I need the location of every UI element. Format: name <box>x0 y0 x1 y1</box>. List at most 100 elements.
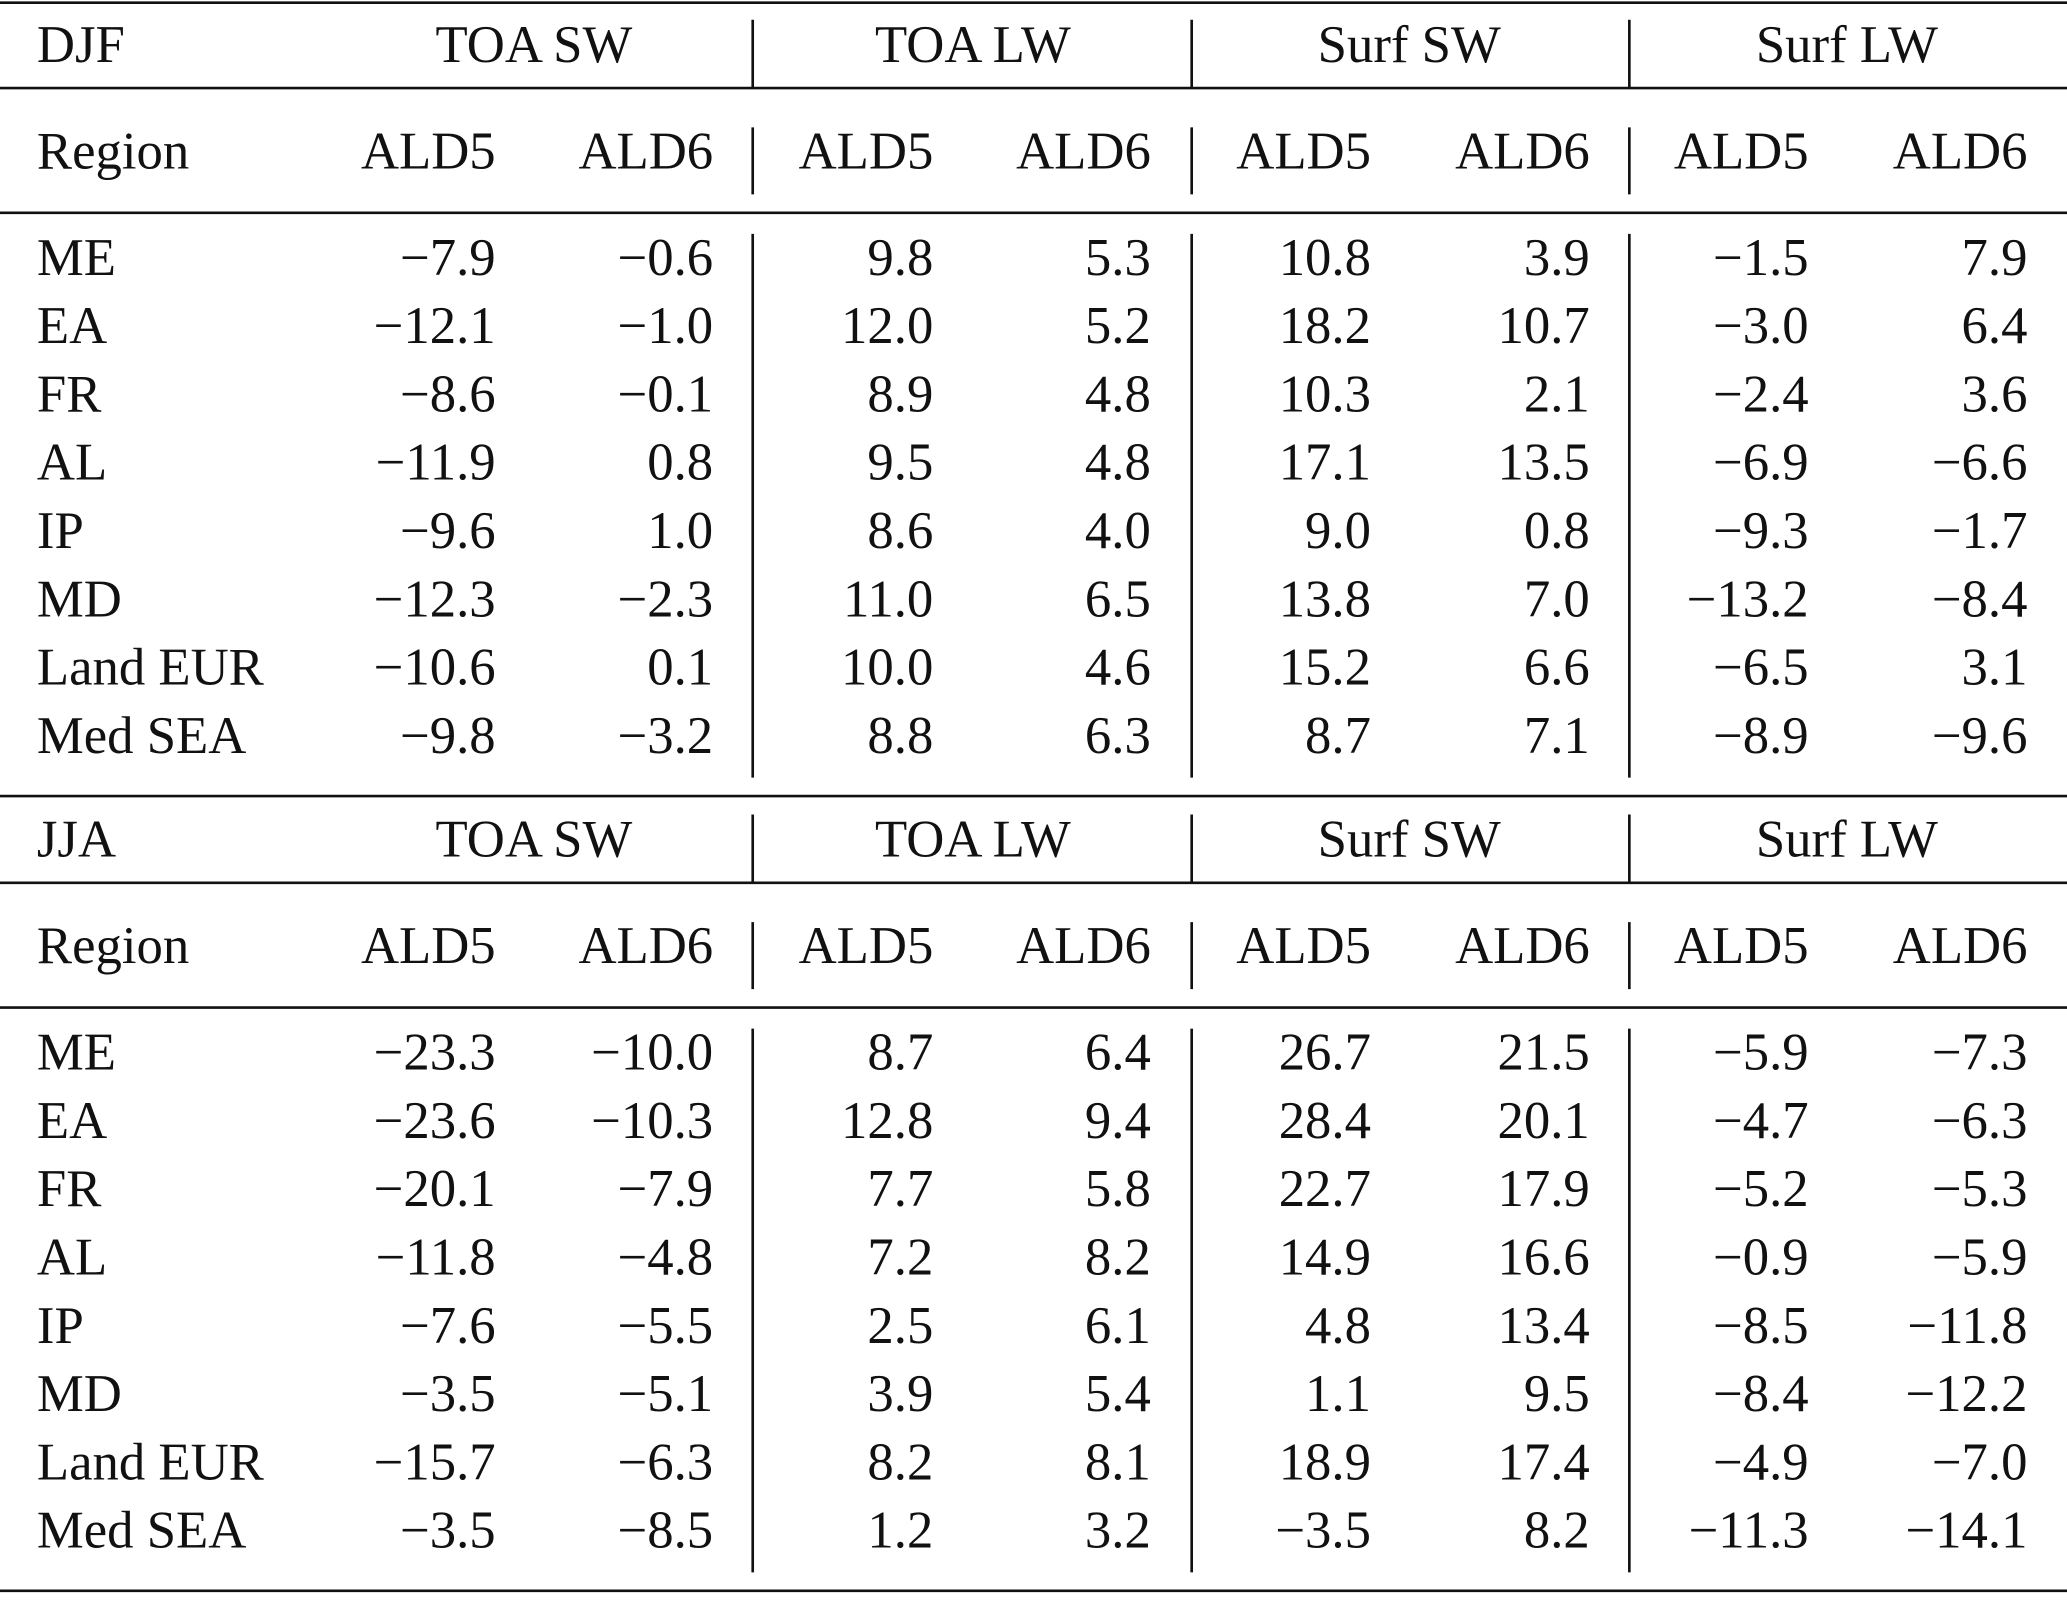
cell-value: 10.7 <box>1498 297 1590 355</box>
cell-value: 4.0 <box>1085 502 1151 560</box>
season-label: DJF <box>37 16 125 74</box>
cell-value: −4.7 <box>1713 1092 1809 1150</box>
cell-value: −11.8 <box>376 1229 496 1287</box>
cell-value: −15.7 <box>374 1433 496 1491</box>
region-name: FR <box>37 1160 102 1218</box>
column-header: ALD5 <box>1236 917 1371 975</box>
cell-value: −0.1 <box>618 365 714 423</box>
cell-value: 7.1 <box>1524 707 1590 765</box>
column-header: ALD6 <box>1016 917 1151 975</box>
cell-value: 8.7 <box>867 1024 933 1082</box>
region-name: IP <box>37 1297 84 1355</box>
cell-value: 2.5 <box>867 1297 933 1355</box>
cell-value: −12.1 <box>374 297 496 355</box>
cell-value: 18.2 <box>1279 297 1371 355</box>
cell-value: −9.6 <box>400 502 496 560</box>
cell-value: −8.5 <box>618 1502 714 1560</box>
cell-value: 22.7 <box>1279 1160 1371 1218</box>
group-header: Surf SW <box>1318 811 1501 869</box>
region-name: IP <box>37 502 84 560</box>
cell-value: 1.1 <box>1305 1365 1371 1423</box>
cell-value: 1.0 <box>647 502 713 560</box>
cell-value: 8.2 <box>1085 1229 1151 1287</box>
cell-value: −3.5 <box>400 1365 496 1423</box>
cell-value: 17.1 <box>1279 434 1371 492</box>
region-header: Region <box>37 917 189 975</box>
cell-value: 8.2 <box>867 1433 933 1491</box>
cell-value: −7.3 <box>1932 1024 2028 1082</box>
cell-value: −9.8 <box>400 707 496 765</box>
cell-value: 10.3 <box>1279 365 1371 423</box>
region-name: ME <box>37 229 116 287</box>
column-header: ALD6 <box>578 122 713 180</box>
cell-value: 12.0 <box>841 297 933 355</box>
cell-value: −20.1 <box>374 1160 496 1218</box>
cell-value: 5.4 <box>1085 1365 1151 1423</box>
column-header: ALD6 <box>1893 917 2028 975</box>
cell-value: 9.8 <box>867 229 933 287</box>
cell-value: −1.7 <box>1932 502 2028 560</box>
cell-value: 9.5 <box>867 434 933 492</box>
cell-value: −8.6 <box>400 365 496 423</box>
cell-value: −5.5 <box>618 1297 714 1355</box>
cell-value: 7.0 <box>1524 570 1590 628</box>
cell-value: −7.9 <box>618 1160 714 1218</box>
column-header: ALD6 <box>1016 122 1151 180</box>
group-header: TOA LW <box>875 16 1071 74</box>
cell-value: 13.5 <box>1498 434 1590 492</box>
column-header: ALD5 <box>361 122 496 180</box>
cell-value: −23.6 <box>374 1092 496 1150</box>
cell-value: −7.9 <box>400 229 496 287</box>
cell-value: −1.5 <box>1713 229 1809 287</box>
region-name: AL <box>37 434 107 492</box>
column-header: ALD6 <box>1893 122 2028 180</box>
column-header: ALD5 <box>1674 122 1809 180</box>
cell-value: 0.8 <box>1524 502 1590 560</box>
cell-value: 13.8 <box>1279 570 1371 628</box>
column-header: ALD5 <box>361 917 496 975</box>
cell-value: −2.4 <box>1713 365 1809 423</box>
cell-value: −9.3 <box>1713 502 1809 560</box>
cell-value: 9.5 <box>1524 1365 1590 1423</box>
column-header: ALD5 <box>1674 917 1809 975</box>
cell-value: 3.2 <box>1085 1502 1151 1560</box>
cell-value: 6.4 <box>1085 1024 1151 1082</box>
cell-value: −8.9 <box>1713 707 1809 765</box>
cell-value: −11.8 <box>1907 1297 2027 1355</box>
cell-value: −11.3 <box>1689 1502 1809 1560</box>
cell-value: 6.4 <box>1962 297 2028 355</box>
cell-value: 7.7 <box>867 1160 933 1218</box>
region-name: Med SEA <box>37 707 246 765</box>
region-name: ME <box>37 1024 116 1082</box>
cell-value: −9.6 <box>1932 707 2028 765</box>
cell-value: 4.8 <box>1305 1297 1371 1355</box>
cell-value: −4.9 <box>1713 1433 1809 1491</box>
cell-value: −12.2 <box>1905 1365 2027 1423</box>
group-header: Surf LW <box>1756 16 1938 74</box>
cell-value: 5.2 <box>1085 297 1151 355</box>
cell-value: −5.2 <box>1713 1160 1809 1218</box>
cell-value: 11.0 <box>843 570 933 628</box>
region-name: EA <box>37 1092 107 1150</box>
cell-value: 9.0 <box>1305 502 1371 560</box>
cell-value: −5.1 <box>618 1365 714 1423</box>
region-name: AL <box>37 1229 107 1287</box>
cell-value: 17.9 <box>1498 1160 1590 1218</box>
column-header: ALD5 <box>799 122 934 180</box>
region-name: MD <box>37 570 122 628</box>
region-name: Med SEA <box>37 1502 246 1560</box>
season-label: JJA <box>37 811 116 869</box>
cell-value: 21.5 <box>1498 1024 1590 1082</box>
cell-value: −6.6 <box>1932 434 2028 492</box>
cell-value: 6.1 <box>1085 1297 1151 1355</box>
cell-value: 14.9 <box>1279 1229 1371 1287</box>
cell-value: 5.3 <box>1085 229 1151 287</box>
column-header: ALD6 <box>1455 122 1590 180</box>
cell-value: −3.5 <box>400 1502 496 1560</box>
cell-value: −6.3 <box>618 1433 714 1491</box>
cell-value: −2.3 <box>618 570 714 628</box>
cell-value: −8.5 <box>1713 1297 1809 1355</box>
group-header: Surf LW <box>1756 811 1938 869</box>
cell-value: 3.9 <box>1524 229 1590 287</box>
cell-value: 5.8 <box>1085 1160 1151 1218</box>
